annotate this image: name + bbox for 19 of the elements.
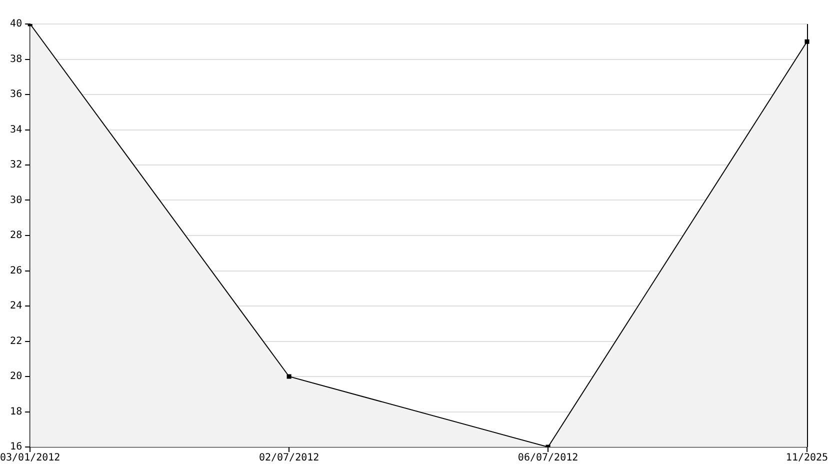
y-tick-label: 40 xyxy=(10,18,22,30)
x-tick-label: 06/07/2012 xyxy=(518,452,578,464)
x-tick-label: 02/07/2012 xyxy=(258,452,320,464)
point xyxy=(804,39,810,44)
y-tick-label: 28 xyxy=(10,230,22,242)
y-tick-label: 18 xyxy=(10,406,22,418)
y-tick-label: 16 xyxy=(10,442,22,453)
y-tick-label: 26 xyxy=(10,265,22,276)
y-tick-label: 36 xyxy=(10,89,22,100)
point xyxy=(286,374,292,379)
x-tick-label: 03/01/2012 xyxy=(0,452,60,464)
y-tick-label: 24 xyxy=(10,300,22,312)
y-tick-label: 20 xyxy=(10,371,22,382)
y-tick-label: 32 xyxy=(10,160,22,171)
y-tick-label: 34 xyxy=(10,124,22,136)
y-tick-label: 22 xyxy=(10,336,22,347)
y-tick-label: 38 xyxy=(10,54,22,65)
y-tick-label: 30 xyxy=(10,194,22,206)
x-tick-label: 11/2025 xyxy=(786,452,828,464)
